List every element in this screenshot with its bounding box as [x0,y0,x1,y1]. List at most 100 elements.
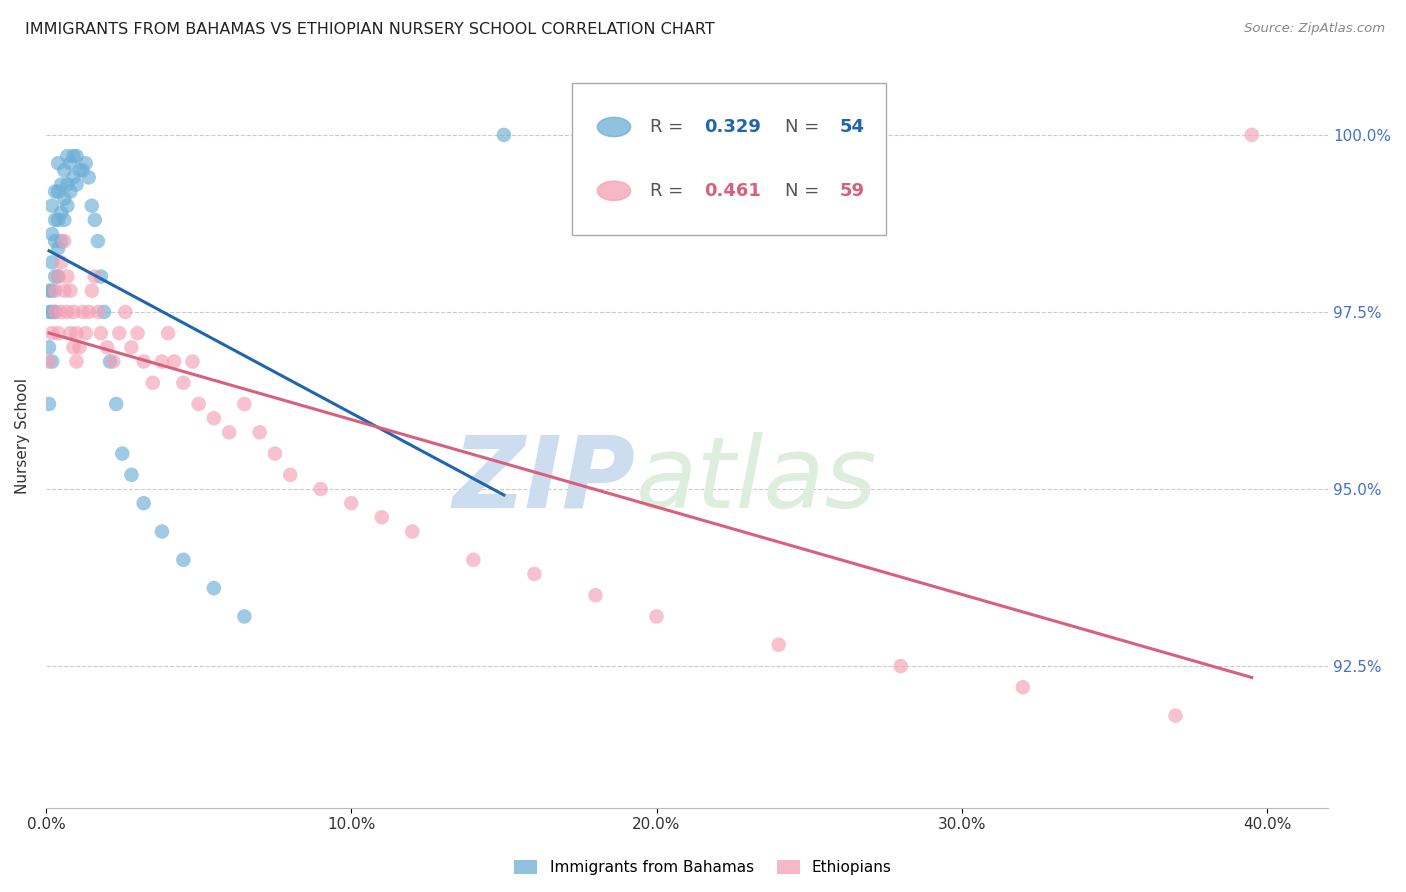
Point [56,269,79,284]
Point [46,212,69,227]
Point [87,305,110,319]
Point [492,128,515,142]
Point [53,234,76,248]
Point [41,354,63,368]
Text: atlas: atlas [636,432,877,529]
Point [1011,680,1033,694]
Point [249,425,271,440]
Point [172,376,194,390]
Point [41,255,63,269]
Text: R =: R = [650,118,689,136]
Text: Source: ZipAtlas.com: Source: ZipAtlas.com [1244,22,1385,36]
Point [38,284,60,298]
Point [46,241,69,255]
Point [38,340,60,354]
Point [90,269,112,284]
Point [890,659,912,673]
Point [56,178,79,192]
Text: 0.329: 0.329 [704,118,761,136]
Point [75,326,97,341]
Point [41,284,63,298]
Point [87,234,110,248]
Point [69,163,91,178]
Point [38,354,60,368]
FancyBboxPatch shape [572,83,886,235]
Point [59,185,82,199]
Point [218,425,240,440]
Point [585,588,607,602]
Point [96,340,118,354]
Point [38,397,60,411]
Point [202,411,225,425]
Text: N =: N = [785,118,824,136]
Point [202,581,225,595]
Point [44,212,66,227]
Point [401,524,423,539]
Circle shape [598,181,631,201]
Point [53,163,76,178]
Point [62,305,84,319]
Point [132,354,155,368]
Point [46,185,69,199]
Text: 0.461: 0.461 [704,182,761,200]
Point [56,199,79,213]
Point [41,305,63,319]
Point [51,255,73,269]
Text: 54: 54 [839,118,865,136]
Point [38,305,60,319]
Point [1240,128,1263,142]
Point [44,284,66,298]
Point [142,376,165,390]
Point [77,305,100,319]
Point [233,397,256,411]
Point [59,326,82,341]
Point [69,340,91,354]
Point [72,305,94,319]
Point [127,326,149,341]
Point [105,397,128,411]
Point [157,326,180,341]
Point [101,354,124,368]
Point [65,354,87,368]
Point [1164,708,1187,723]
Point [41,326,63,341]
Point [93,305,115,319]
Point [120,340,142,354]
Point [53,284,76,298]
Point [44,185,66,199]
Text: 59: 59 [839,182,865,200]
Point [46,269,69,284]
Point [645,609,668,624]
Y-axis label: Nursery School: Nursery School [15,378,30,494]
Point [111,446,134,460]
Point [44,269,66,284]
Point [41,227,63,241]
Point [65,178,87,192]
Point [62,149,84,163]
Point [120,467,142,482]
Point [72,163,94,178]
Point [132,496,155,510]
Text: R =: R = [650,182,689,200]
Point [62,170,84,185]
Point [46,326,69,341]
Point [53,212,76,227]
Legend: Immigrants from Bahamas, Ethiopians: Immigrants from Bahamas, Ethiopians [515,861,891,875]
Point [56,305,79,319]
Point [65,326,87,341]
Point [51,206,73,220]
Point [51,305,73,319]
Point [264,446,287,460]
Point [80,284,103,298]
Point [44,234,66,248]
Point [108,326,131,341]
Point [90,326,112,341]
Point [44,305,66,319]
Point [83,269,105,284]
Point [371,510,394,524]
Point [163,354,186,368]
Text: IMMIGRANTS FROM BAHAMAS VS ETHIOPIAN NURSERY SCHOOL CORRELATION CHART: IMMIGRANTS FROM BAHAMAS VS ETHIOPIAN NUR… [25,22,716,37]
Point [62,340,84,354]
Circle shape [598,118,631,136]
Point [233,609,256,624]
